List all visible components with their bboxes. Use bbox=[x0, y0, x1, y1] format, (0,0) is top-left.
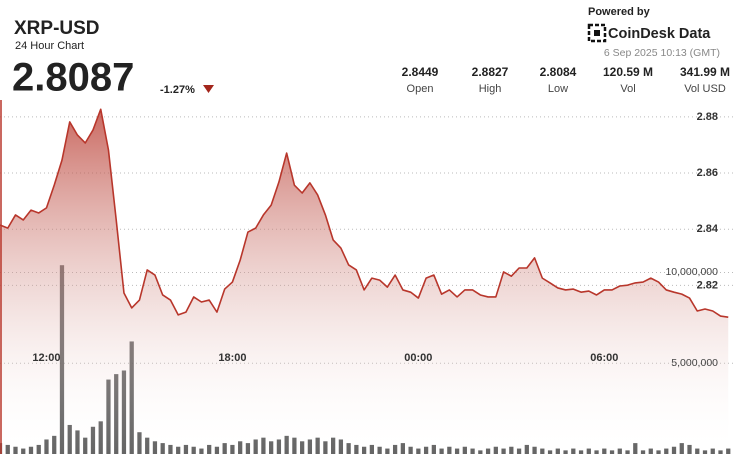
volume-bar bbox=[726, 448, 731, 454]
brand-logo bbox=[587, 23, 607, 43]
stat-label: Vol USD bbox=[684, 83, 726, 95]
price-line bbox=[0, 108, 729, 318]
price-area bbox=[0, 109, 729, 454]
y2-tick-label: 10,000,000 bbox=[665, 266, 718, 278]
powered-by: Powered by bbox=[588, 6, 651, 18]
y-tick-label: 2.82 bbox=[697, 279, 718, 291]
stat-value: 2.8449 bbox=[402, 65, 439, 79]
stat-label: Low bbox=[548, 83, 568, 95]
y-tick-label: 2.86 bbox=[697, 167, 718, 179]
stat-label: High bbox=[479, 83, 502, 95]
price bbox=[0, 108, 729, 454]
y-tick-label: 2.84 bbox=[697, 223, 719, 235]
x-tick-label: 06:00 bbox=[590, 352, 618, 364]
plot: 2.82 2.84 2.86 2.88 5,000,000 10,000,000 12:00… bbox=[0, 100, 736, 454]
x-tick-label: 00:00 bbox=[404, 352, 432, 364]
brand-name: CoinDesk Data bbox=[608, 26, 711, 42]
down-arrow bbox=[203, 85, 214, 93]
stat-label: Open bbox=[407, 83, 434, 95]
x-tick-label: 12:00 bbox=[32, 352, 60, 364]
price-change: -1.27% bbox=[160, 84, 195, 96]
y2-tick-label: 5,000,000 bbox=[671, 357, 718, 369]
stat-value: 341.99 M bbox=[680, 65, 730, 79]
stat-value: 2.8827 bbox=[472, 65, 509, 79]
x-tick-label: 18:00 bbox=[218, 352, 246, 364]
current-price: 2.8087 bbox=[12, 56, 134, 100]
title: XRP-USD bbox=[14, 18, 100, 39]
stat-value: 120.59 M bbox=[603, 65, 653, 79]
stat-label: Vol bbox=[620, 83, 635, 95]
stat-value: 2.8084 bbox=[540, 65, 577, 79]
axis-labels: 2.82 2.84 2.86 2.88 5,000,000 10,000,000 12:00… bbox=[32, 111, 718, 369]
stats: 2.8449 Open 2.8827 High 2.8084 Low 120.59 M Vol… bbox=[402, 65, 730, 95]
subtitle: 24 Hour Chart bbox=[15, 40, 84, 52]
timestamp: 6 Sep 2025 10:13 (GMT) bbox=[604, 47, 720, 59]
y-tick-label: 2.88 bbox=[697, 111, 718, 123]
